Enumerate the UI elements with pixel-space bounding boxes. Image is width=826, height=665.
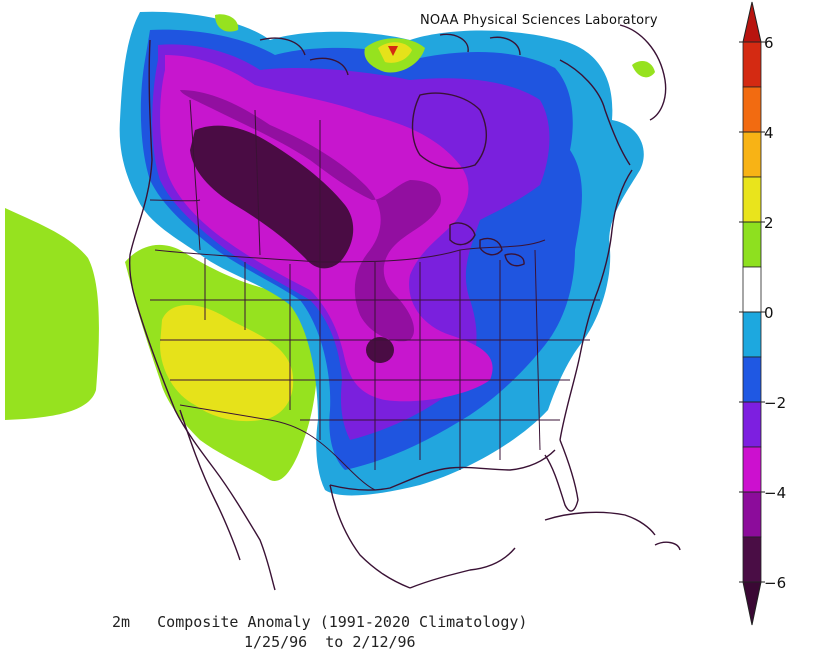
colorbar-label-2: 2 [764,214,774,232]
colorbar-label-4: 4 [764,124,774,142]
colorbar-segment [742,221,762,268]
colorbar-labels: 6 4 2 0 −2 −4 −6 [764,34,786,592]
cold-anomaly-core-small [366,337,394,363]
caption-line-title: 2m Composite Anomaly (1991-2020 Climatol… [112,613,528,631]
southwest-warm-anomaly [160,305,294,422]
anomaly-map [5,11,681,591]
colorbar-segment [742,86,762,133]
colorbar-segment [742,401,762,448]
colorbar-segment [742,356,762,403]
coastlines [128,24,681,591]
caption-line-dates: 1/25/96 to 2/12/96 [244,633,416,651]
colorbar-segment [742,41,762,88]
colorbar-segment [742,311,762,358]
colorbar-label-6: 6 [764,34,774,52]
cold-anomaly-purple [180,90,441,342]
colorbar-label-neg2: −2 [764,394,786,412]
credit-text: NOAA Physical Sciences Laboratory [420,13,658,28]
colorbar-label-neg4: −4 [764,484,786,502]
cold-anomaly-core [190,125,354,269]
colorbar-bottom-arrow [742,581,762,626]
colorbar-segment [742,536,762,583]
greenland-positive-anomaly [632,60,655,78]
colorbar-label-0: 0 [764,304,774,322]
colorbar-segment [742,266,762,313]
arctic-warm-core [378,42,412,63]
colorbar-segment [742,176,762,223]
arctic-hot-core [388,46,398,56]
colorbar-ticks [739,41,765,583]
far-north-positive-anomaly [215,14,239,32]
colorbar-segment [742,491,762,538]
colorbar-top-arrow [742,1,762,43]
colorbar-label-neg6: −6 [764,574,786,592]
colorbar: 6 4 2 0 −2 −4 −6 [739,1,786,626]
colorbar-segment [742,446,762,493]
political-borders [149,99,600,491]
colorbar-segment [742,131,762,178]
pacific-positive-anomaly [5,208,99,420]
colorbar-segments [742,41,762,583]
